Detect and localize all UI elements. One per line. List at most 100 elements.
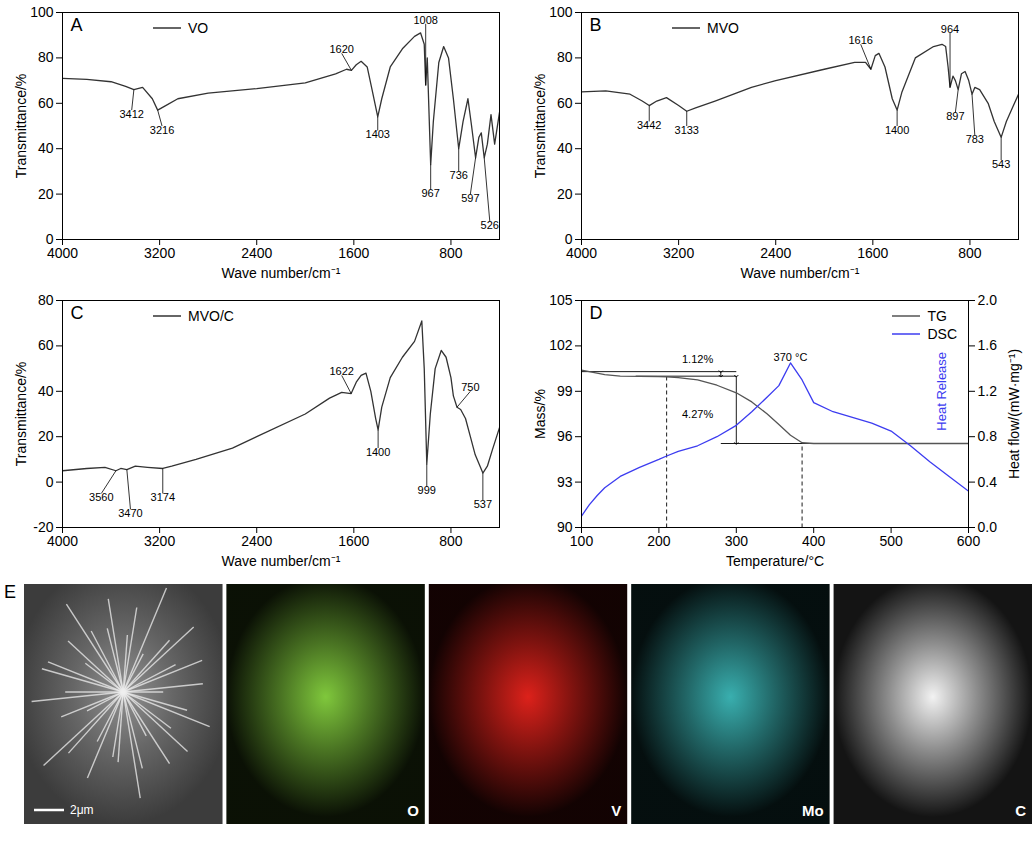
svg-text:1.2: 1.2 (978, 383, 998, 399)
svg-text:1600: 1600 (857, 245, 888, 261)
svg-text:2400: 2400 (760, 245, 791, 261)
svg-text:Heat Release: Heat Release (934, 352, 949, 431)
svg-text:O: O (407, 802, 419, 819)
svg-text:96: 96 (557, 428, 573, 444)
svg-text:4000: 4000 (47, 533, 78, 549)
svg-text:3216: 3216 (150, 124, 174, 136)
svg-text:93: 93 (557, 474, 573, 490)
svg-text:600: 600 (957, 533, 981, 549)
svg-text:597: 597 (461, 192, 479, 204)
svg-text:3470: 3470 (118, 507, 142, 519)
svg-text:Temperature/°C: Temperature/°C (726, 553, 824, 569)
svg-text:105: 105 (549, 292, 573, 308)
svg-text:2400: 2400 (241, 245, 272, 261)
svg-text:90: 90 (557, 519, 573, 535)
svg-text:999: 999 (418, 484, 436, 496)
svg-text:100: 100 (570, 533, 594, 549)
svg-text:897: 897 (946, 110, 964, 122)
svg-text:1620: 1620 (329, 43, 353, 55)
svg-text:1622: 1622 (329, 365, 353, 377)
svg-text:736: 736 (450, 169, 468, 181)
svg-text:800: 800 (958, 245, 982, 261)
svg-text:3560: 3560 (89, 491, 113, 503)
html-text:MVO/C: MVO/C (188, 308, 234, 324)
svg-text:1400: 1400 (885, 124, 909, 136)
svg-text:4.27%: 4.27% (682, 408, 713, 420)
svg-text:2400: 2400 (241, 533, 272, 549)
svg-text:Mo: Mo (802, 802, 824, 819)
svg-text:80: 80 (557, 49, 573, 65)
svg-text:Transmittance/%: Transmittance/% (532, 74, 548, 179)
svg-text:1.6: 1.6 (978, 337, 998, 353)
svg-text:967: 967 (421, 187, 439, 199)
svg-text:100: 100 (549, 4, 573, 20)
svg-text:1600: 1600 (338, 533, 369, 549)
svg-text:20: 20 (557, 186, 573, 202)
svg-text:400: 400 (802, 533, 826, 549)
svg-text:543: 543 (992, 158, 1010, 170)
svg-text:102: 102 (549, 337, 573, 353)
svg-text:500: 500 (879, 533, 903, 549)
svg-text:370 °C: 370 °C (774, 351, 808, 363)
svg-text:0: 0 (46, 474, 54, 490)
svg-text:40: 40 (557, 140, 573, 156)
svg-text:80: 80 (38, 49, 54, 65)
svg-text:Transmittance/%: Transmittance/% (13, 362, 29, 467)
svg-text:Mass/%: Mass/% (532, 389, 548, 439)
svg-text:1616: 1616 (848, 34, 872, 46)
svg-text:3412: 3412 (119, 108, 143, 120)
svg-text:783: 783 (966, 133, 984, 145)
svg-text:537: 537 (474, 498, 492, 510)
svg-text:1400: 1400 (366, 446, 390, 458)
html-text:VO: VO (188, 20, 209, 36)
svg-text:C: C (1015, 802, 1026, 819)
svg-text:3200: 3200 (144, 533, 175, 549)
svg-text:3442: 3442 (637, 119, 661, 131)
svg-text:100: 100 (30, 4, 54, 20)
svg-text:2.0: 2.0 (978, 292, 998, 308)
svg-text:300: 300 (725, 533, 749, 549)
svg-text:20: 20 (38, 428, 54, 444)
html-text:MVO: MVO (707, 20, 739, 36)
svg-text:B: B (590, 15, 602, 35)
svg-text:60: 60 (557, 95, 573, 111)
svg-text:C: C (71, 303, 84, 323)
svg-text:3174: 3174 (151, 491, 175, 503)
svg-text:60: 60 (38, 337, 54, 353)
svg-text:Transmittance/%: Transmittance/% (13, 74, 29, 179)
svg-text:3200: 3200 (144, 245, 175, 261)
svg-text:Wave number/cm⁻¹: Wave number/cm⁻¹ (741, 265, 860, 281)
svg-text:60: 60 (38, 95, 54, 111)
svg-text:E: E (4, 582, 16, 602)
svg-text:40: 40 (38, 383, 54, 399)
svg-text:2μm: 2μm (70, 803, 94, 817)
svg-text:964: 964 (941, 23, 959, 35)
svg-text:0.0: 0.0 (978, 519, 998, 535)
svg-text:-20: -20 (33, 519, 54, 535)
svg-text:Wave number/cm⁻¹: Wave number/cm⁻¹ (222, 265, 341, 281)
svg-text:800: 800 (439, 245, 463, 261)
svg-text:40: 40 (38, 140, 54, 156)
svg-text:Heat flow/(mW·mg⁻¹): Heat flow/(mW·mg⁻¹) (1006, 349, 1022, 479)
svg-text:526: 526 (481, 219, 499, 231)
svg-text:3200: 3200 (663, 245, 694, 261)
svg-text:D: D (590, 303, 603, 323)
svg-text:1403: 1403 (366, 128, 390, 140)
svg-text:A: A (71, 15, 83, 35)
svg-text:Wave number/cm⁻¹: Wave number/cm⁻¹ (222, 553, 341, 569)
svg-text:1008: 1008 (413, 14, 437, 26)
svg-text:3133: 3133 (675, 124, 699, 136)
svg-text:4000: 4000 (566, 245, 597, 261)
svg-text:750: 750 (461, 381, 479, 393)
svg-text:200: 200 (647, 533, 671, 549)
svg-text:20: 20 (38, 186, 54, 202)
svg-text:V: V (611, 802, 621, 819)
svg-text:1.12%: 1.12% (682, 353, 713, 365)
svg-text:1600: 1600 (338, 245, 369, 261)
svg-text:80: 80 (38, 292, 54, 308)
svg-text:0.4: 0.4 (978, 474, 998, 490)
svg-text:800: 800 (439, 533, 463, 549)
svg-text:99: 99 (557, 383, 573, 399)
svg-text:0.8: 0.8 (978, 428, 998, 444)
svg-text:4000: 4000 (47, 245, 78, 261)
